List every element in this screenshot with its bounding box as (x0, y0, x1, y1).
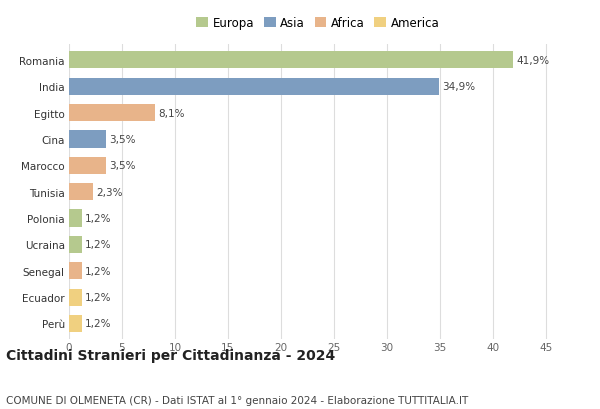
Bar (69, 210, 82, 227)
Text: 1,2%: 1,2% (85, 292, 112, 302)
Text: 3,5%: 3,5% (109, 161, 136, 171)
Text: Cittadini Stranieri per Cittadinanza - 2024: Cittadini Stranieri per Cittadinanza - 2… (6, 348, 335, 362)
Bar (69, 184, 94, 201)
Text: 1,2%: 1,2% (85, 319, 112, 329)
Text: COMUNE DI OLMENETA (CR) - Dati ISTAT al 1° gennaio 2024 - Elaborazione TUTTITALI: COMUNE DI OLMENETA (CR) - Dati ISTAT al … (6, 395, 468, 405)
Bar (69, 52, 513, 69)
Bar (69, 289, 82, 306)
Text: 2,3%: 2,3% (97, 187, 123, 197)
Bar (69, 263, 82, 280)
Bar (69, 79, 439, 96)
Text: 34,9%: 34,9% (442, 82, 475, 92)
Text: 41,9%: 41,9% (516, 56, 549, 66)
Bar (69, 157, 106, 175)
Bar (69, 105, 155, 122)
Bar (69, 315, 82, 332)
Bar (69, 236, 82, 253)
Text: 1,2%: 1,2% (85, 266, 112, 276)
Text: 3,5%: 3,5% (109, 135, 136, 145)
Bar (69, 131, 106, 148)
Legend: Europa, Asia, Africa, America: Europa, Asia, Africa, America (193, 13, 443, 33)
Text: 1,2%: 1,2% (85, 240, 112, 250)
Text: 1,2%: 1,2% (85, 213, 112, 223)
Text: 8,1%: 8,1% (158, 108, 185, 118)
